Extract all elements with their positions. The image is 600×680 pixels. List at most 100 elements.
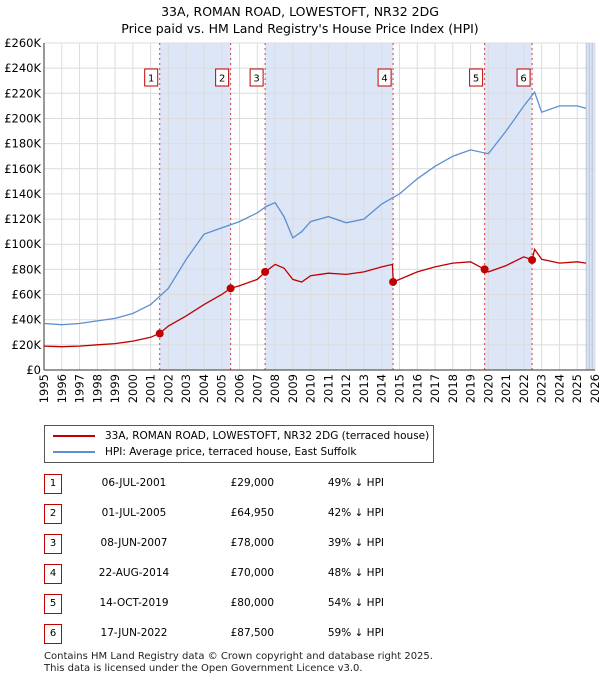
sale-badge: 3 [44,534,62,554]
x-tick-label: 2005 [215,374,229,403]
sale-row: 6 17-JUN-2022 £87,500 59% ↓ HPI [44,624,444,644]
sale-date: 01-JUL-2005 [101,507,167,519]
sale-hpi-diff: 49% ↓ HPI [327,477,384,489]
x-tick-label: 2003 [179,374,193,403]
x-tick-label: 2010 [304,374,318,403]
sale-date: 06-JUL-2001 [101,477,167,489]
x-tick-label: 2016 [410,374,424,403]
sale-hpi-diff: 42% ↓ HPI [327,507,384,519]
x-tick-label: 2004 [197,374,211,403]
y-tick-label: £260K [4,36,41,50]
footer-copyright: Contains HM Land Registry data © Crown c… [44,651,433,662]
x-tick-label: 1999 [108,374,122,403]
chart-title: 33A, ROMAN ROAD, LOWESTOFT, NR32 2DG [161,4,439,19]
legend-item-hpi: HPI: Average price, terraced house, East… [53,444,356,460]
sale-point [261,267,270,276]
sale-label-number: 2 [219,74,225,85]
y-tick-label: £200K [4,111,41,125]
y-tick-label: £240K [4,61,41,75]
x-tick-label: 2013 [357,374,371,403]
ownership-period-shade [586,43,595,370]
x-tick-label: 2011 [321,374,335,403]
y-tick-label: £120K [4,212,41,226]
sale-label-box [469,68,484,87]
sale-hpi-diff: 48% ↓ HPI [327,567,384,579]
y-tick-label: £100K [4,237,41,251]
sale-price: £64,950 [230,507,274,519]
y-tick-label: £180K [4,137,41,151]
footer-licence: This data is licensed under the Open Gov… [44,663,363,674]
sale-price: £78,000 [230,537,274,549]
sale-point [155,329,164,338]
sale-point [389,277,398,286]
x-tick-label: 2023 [535,374,549,403]
legend-label-hpi: HPI: Average price, terraced house, East… [105,446,357,458]
ownership-period-shade [484,43,533,370]
x-tick-label: 2006 [233,374,247,403]
sale-price: £87,500 [230,627,274,639]
ownership-period-shade [159,43,231,370]
sale-label-number: 1 [148,74,154,85]
sale-price: £80,000 [230,597,274,609]
sale-row: 3 08-JUN-2007 £78,000 39% ↓ HPI [44,534,444,554]
x-tick-label: 1995 [37,374,51,403]
x-tick-label: 2017 [428,374,442,403]
x-tick-label: 2001 [144,374,158,403]
sale-label-box [516,68,531,87]
sale-row: 1 06-JUL-2001 £29,000 49% ↓ HPI [44,474,444,494]
x-tick-label: 2026 [588,374,600,403]
sale-badge: 4 [44,564,62,584]
x-tick-label: 2022 [517,374,531,403]
x-tick-label: 1998 [90,374,104,403]
x-tick-label: 1997 [73,374,87,403]
sale-label-number: 4 [381,74,387,85]
sale-date: 14-OCT-2019 [99,597,169,609]
y-tick-label: £20K [12,338,42,352]
ownership-period-shade [265,43,394,370]
sale-date: 17-JUN-2022 [100,627,168,639]
legend-swatch-hpi [53,451,95,453]
sale-label-number: 3 [253,74,259,85]
y-tick-label: £220K [4,86,41,100]
sale-date: 08-JUN-2007 [100,537,168,549]
sale-label-number: 6 [520,74,526,85]
sale-label-box [144,68,159,87]
sale-hpi-diff: 54% ↓ HPI [327,597,384,609]
sale-price: £29,000 [230,477,274,489]
sale-badge: 6 [44,624,62,644]
x-tick-label: 2002 [161,374,175,403]
x-tick-label: 2015 [392,374,406,403]
x-tick-label: 2007 [250,374,264,403]
x-tick-label: 2019 [464,374,478,403]
sale-label-number: 5 [473,74,479,85]
sale-label-box [215,68,230,87]
chart-legend: 33A, ROMAN ROAD, LOWESTOFT, NR32 2DG (te… [44,425,434,463]
hpi-line [43,90,587,326]
legend-swatch-property [53,435,95,437]
y-tick-label: £160K [4,162,41,176]
sale-point [480,265,489,274]
x-tick-label: 2009 [286,374,300,403]
sale-badge: 2 [44,504,62,524]
sale-label-box [377,68,392,87]
sale-hpi-diff: 39% ↓ HPI [327,537,384,549]
sale-row: 5 14-OCT-2019 £80,000 54% ↓ HPI [44,594,444,614]
x-tick-label: 2018 [446,374,460,403]
sale-badge: 5 [44,594,62,614]
x-tick-label: 2000 [126,374,140,403]
sale-point [528,255,537,264]
sale-row: 2 01-JUL-2005 £64,950 42% ↓ HPI [44,504,444,524]
y-tick-label: £0 [26,363,41,377]
x-tick-label: 2025 [570,374,584,403]
y-tick-label: £140K [4,187,41,201]
x-tick-label: 2014 [375,374,389,403]
x-tick-label: 1996 [55,374,69,403]
sale-date: 22-AUG-2014 [98,567,170,579]
sale-label-box [249,68,264,87]
legend-label-property: 33A, ROMAN ROAD, LOWESTOFT, NR32 2DG (te… [105,430,430,442]
chart-subtitle: Price paid vs. HM Land Registry's House … [121,21,479,36]
y-tick-label: £80K [12,262,42,276]
sale-badge: 1 [44,474,62,494]
x-tick-label: 2020 [481,374,495,403]
x-tick-label: 2012 [339,374,353,403]
